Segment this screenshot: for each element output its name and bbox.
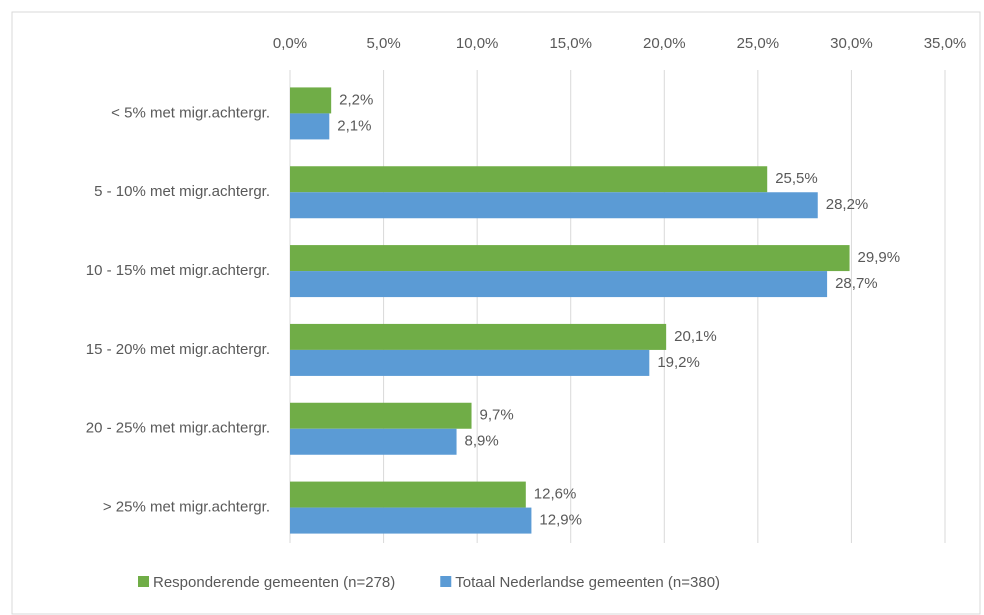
x-tick-label: 0,0% (273, 35, 307, 52)
x-tick-label: 20,0% (643, 35, 686, 52)
data-label: 8,9% (465, 433, 499, 450)
legend-swatch (138, 576, 149, 587)
bar (290, 428, 457, 455)
bar (290, 507, 532, 534)
data-label: 28,2% (826, 196, 869, 213)
y-tick-label: 15 - 20% met migr.achtergr. (86, 341, 270, 358)
y-tick-label: 10 - 15% met migr.achtergr. (86, 262, 270, 279)
bar (290, 402, 472, 429)
bar (290, 166, 768, 193)
y-tick-label: < 5% met migr.achtergr. (111, 104, 270, 121)
bar (290, 323, 667, 350)
bar (290, 113, 330, 140)
bar (290, 87, 332, 114)
bar (290, 271, 828, 298)
data-label: 28,7% (835, 275, 878, 292)
data-label: 19,2% (657, 354, 700, 371)
legend-swatch (440, 576, 452, 587)
data-label: 20,1% (674, 328, 717, 345)
x-tick-label: 5,0% (366, 35, 400, 52)
data-label: 2,2% (339, 91, 373, 108)
y-tick-label: 5 - 10% met migr.achtergr. (94, 183, 270, 200)
data-label: 9,7% (480, 407, 514, 424)
bar (290, 192, 818, 219)
bar (290, 349, 650, 376)
x-tick-label: 30,0% (830, 35, 873, 52)
data-label: 12,6% (534, 486, 577, 503)
data-label: 12,9% (539, 512, 582, 529)
y-tick-label: 20 - 25% met migr.achtergr. (86, 420, 270, 437)
x-tick-label: 25,0% (737, 35, 780, 52)
y-tick-label: > 25% met migr.achtergr. (103, 499, 270, 516)
x-tick-label: 10,0% (456, 35, 499, 52)
data-label: 29,9% (858, 249, 901, 266)
x-tick-label: 15,0% (549, 35, 592, 52)
bar (290, 245, 850, 272)
legend-label: Responderende gemeenten (n=278) (153, 574, 395, 591)
data-label: 2,1% (337, 117, 371, 134)
legend-label: Totaal Nederlandse gemeenten (n=380) (455, 574, 720, 591)
x-tick-label: 35,0% (924, 35, 967, 52)
data-label: 25,5% (775, 170, 818, 187)
bar (290, 481, 526, 508)
